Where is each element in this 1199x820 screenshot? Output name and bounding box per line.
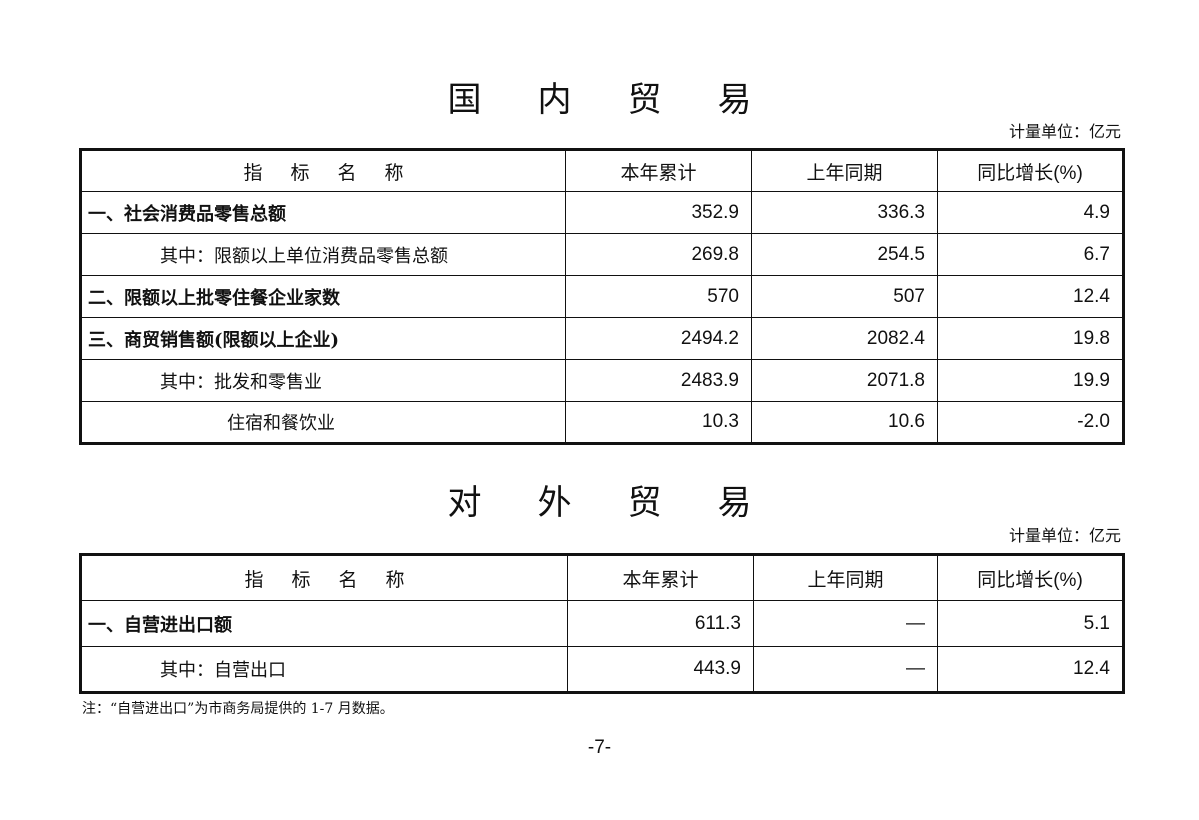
domestic-unit: 计量单位：亿元	[1008, 122, 1121, 141]
row-label: 其中：自营出口	[80, 646, 568, 693]
table-row: 一、自营进出口额 611.3 — 5.1	[80, 600, 1124, 647]
table-row: 其中：限额以上单位消费品零售总额 269.8 254.5 6.7	[80, 233, 1124, 276]
cell-current: 269.8	[565, 233, 752, 276]
footnote: 注：“自营进出口”为市商务局提供的 1-7 月数据。	[82, 701, 394, 717]
foreign-trade-title: 对外贸易	[0, 475, 1199, 524]
row-label: 三、商贸销售额(限额以上企业)	[80, 317, 566, 360]
header-growth: 同比增长(%)	[937, 149, 1124, 192]
table-header-row: 指标名称 本年累计 上年同期 同比增长(%)	[80, 149, 1124, 192]
header-current: 本年累计	[565, 149, 752, 192]
cell-previous: 507	[751, 275, 938, 318]
cell-previous: 2082.4	[751, 317, 938, 360]
title-char: 外	[537, 483, 572, 523]
table-row: 住宿和餐饮业 10.3 10.6 -2.0	[80, 401, 1124, 444]
cell-growth: 19.9	[937, 359, 1124, 402]
row-label: 二、限额以上批零住餐企业家数	[80, 275, 566, 318]
cell-growth: 12.4	[937, 646, 1124, 693]
cell-growth: 6.7	[937, 233, 1124, 276]
cell-current: 2494.2	[565, 317, 752, 360]
table-header-row: 指标名称 本年累计 上年同期 同比增长(%)	[80, 554, 1124, 601]
cell-previous: 336.3	[751, 191, 938, 234]
page-number: -7-	[587, 737, 612, 758]
table-row: 其中：自营出口 443.9 — 12.4	[80, 646, 1124, 693]
cell-current: 443.9	[567, 646, 754, 693]
cell-current: 570	[565, 275, 752, 318]
header-previous: 上年同期	[753, 554, 938, 601]
title-char: 贸	[627, 80, 662, 120]
header-growth: 同比增长(%)	[937, 554, 1124, 601]
header-indicator-name: 指标名称	[80, 149, 566, 192]
title-char: 对	[447, 483, 482, 523]
cell-previous: —	[753, 600, 938, 647]
row-label: 其中：批发和零售业	[80, 359, 566, 402]
cell-current: 611.3	[567, 600, 754, 647]
table-row: 二、限额以上批零住餐企业家数 570 507 12.4	[80, 275, 1124, 318]
row-label: 一、社会消费品零售总额	[80, 191, 566, 234]
title-char: 国	[447, 80, 482, 120]
foreign-trade-table: 指标名称 本年累计 上年同期 同比增长(%) 一、自营进出口额 611.3 — …	[79, 553, 1125, 694]
cell-current: 10.3	[565, 401, 752, 444]
cell-growth: 5.1	[937, 600, 1124, 647]
cell-current: 2483.9	[565, 359, 752, 402]
domestic-trade-table: 指标名称 本年累计 上年同期 同比增长(%) 一、社会消费品零售总额 352.9…	[79, 148, 1125, 445]
foreign-unit: 计量单位：亿元	[1008, 526, 1121, 545]
title-char: 内	[537, 80, 572, 120]
table-row: 三、商贸销售额(限额以上企业) 2494.2 2082.4 19.8	[80, 317, 1124, 360]
header-current: 本年累计	[567, 554, 754, 601]
cell-growth: 19.8	[937, 317, 1124, 360]
header-indicator-name: 指标名称	[80, 554, 568, 601]
cell-previous: 254.5	[751, 233, 938, 276]
cell-previous: 10.6	[751, 401, 938, 444]
table-row: 一、社会消费品零售总额 352.9 336.3 4.9	[80, 191, 1124, 234]
row-label: 一、自营进出口额	[80, 600, 568, 647]
table-row: 其中：批发和零售业 2483.9 2071.8 19.9	[80, 359, 1124, 402]
cell-growth: -2.0	[937, 401, 1124, 444]
title-char: 易	[717, 80, 752, 120]
cell-previous: —	[753, 646, 938, 693]
cell-current: 352.9	[565, 191, 752, 234]
row-label: 住宿和餐饮业	[80, 401, 566, 444]
domestic-trade-title: 国内贸易	[0, 72, 1199, 121]
header-previous: 上年同期	[751, 149, 938, 192]
cell-growth: 4.9	[937, 191, 1124, 234]
row-label: 其中：限额以上单位消费品零售总额	[80, 233, 566, 276]
title-char: 易	[717, 483, 752, 523]
title-char: 贸	[627, 483, 662, 523]
cell-growth: 12.4	[937, 275, 1124, 318]
cell-previous: 2071.8	[751, 359, 938, 402]
